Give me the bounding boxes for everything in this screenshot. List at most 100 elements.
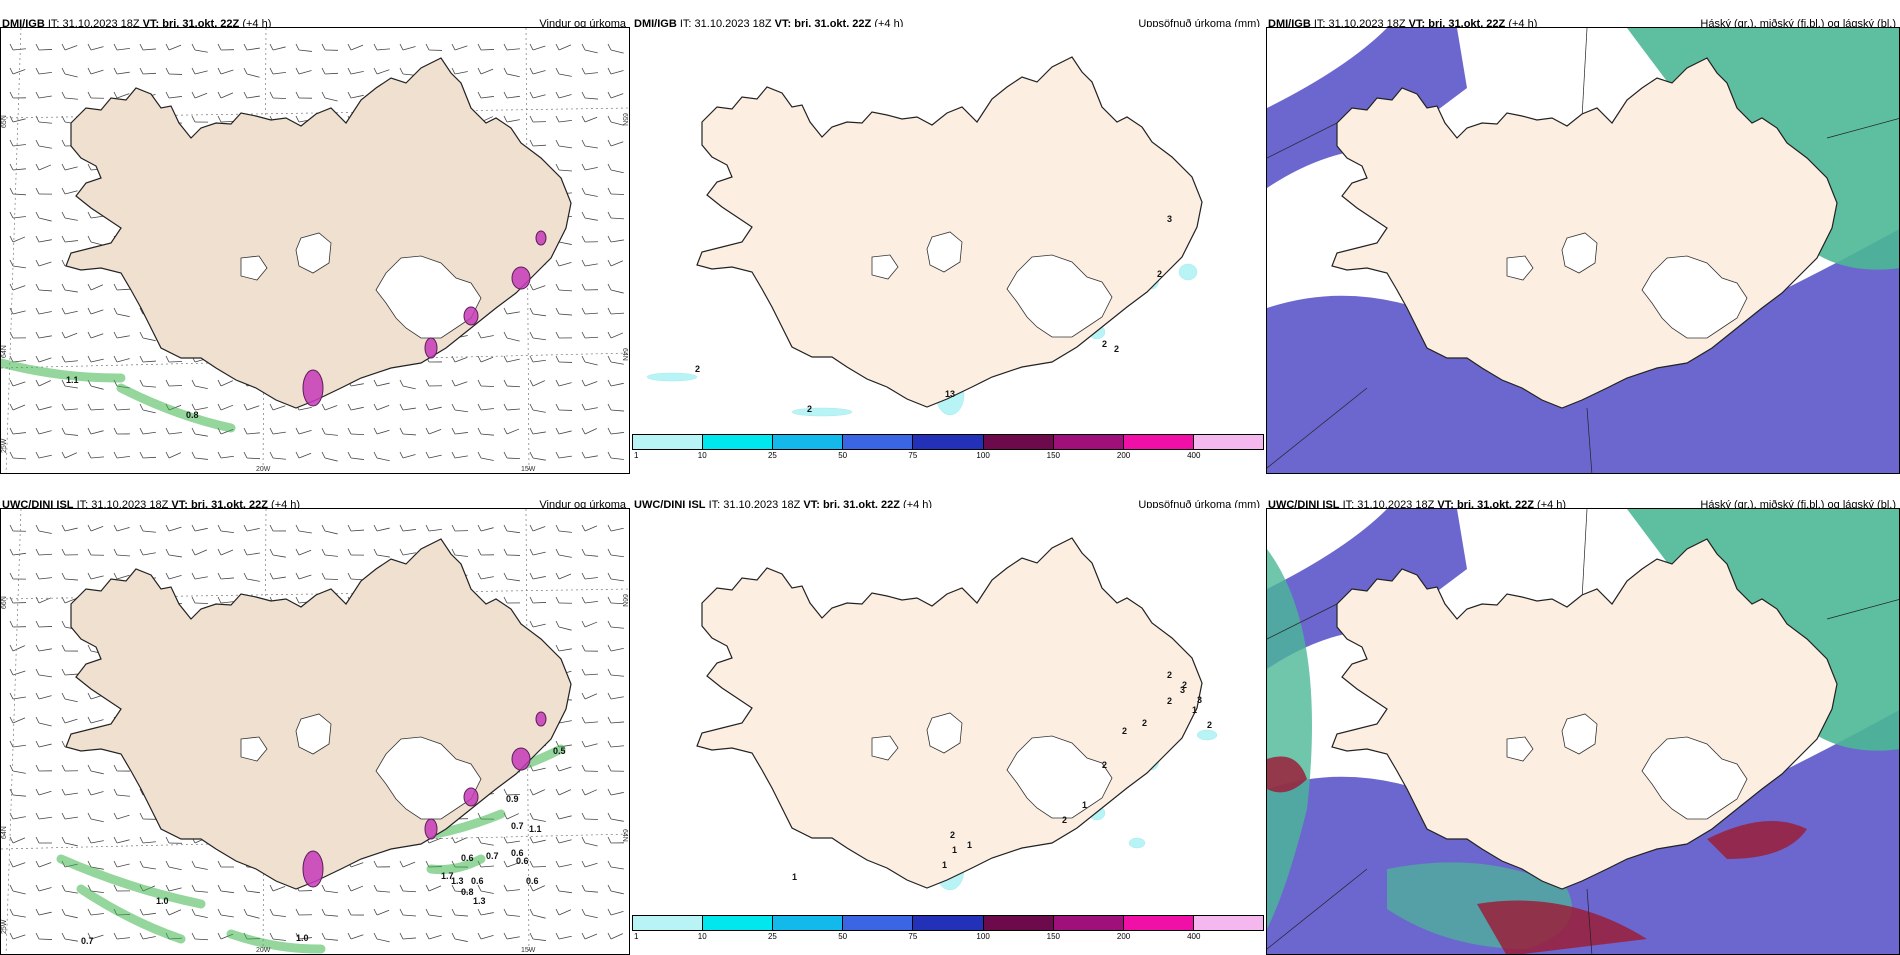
value-label: 0.7 <box>81 936 94 946</box>
value-label: 2 <box>695 364 700 374</box>
map-area <box>1266 27 1900 474</box>
colorbar-swatch <box>913 435 983 449</box>
value-label: 2 <box>1167 696 1172 706</box>
colorbar-tick-label: 25 <box>768 451 777 460</box>
colorbar-swatch <box>633 916 703 930</box>
value-label: 0.6 <box>516 856 529 866</box>
lat-tick-label-right: 66N <box>621 594 628 607</box>
colorbar-swatch <box>843 435 913 449</box>
value-label: 0.6 <box>526 876 539 886</box>
value-label: 1.1 <box>66 375 79 385</box>
colorbar-swatch <box>633 435 703 449</box>
colorbar-tick-label: 200 <box>1117 451 1130 460</box>
iceland-landmass <box>66 58 571 408</box>
colorbar-swatch <box>913 916 983 930</box>
value-label: 1 <box>967 840 972 850</box>
colorbar-tick-label: 150 <box>1047 932 1060 941</box>
lon-tick-label: 15W <box>521 466 536 473</box>
value-label: 2 <box>1062 815 1067 825</box>
value-label: 0.9 <box>506 794 519 804</box>
value-label: 1.3 <box>473 896 486 906</box>
colorbar-swatch <box>703 435 773 449</box>
value-label: 0.6 <box>471 876 484 886</box>
colorbar-swatch <box>984 435 1054 449</box>
value-label: 0.8 <box>186 410 199 420</box>
colorbar <box>632 915 1264 931</box>
colorbar-swatch <box>1054 916 1124 930</box>
colorbar-swatch <box>1194 916 1263 930</box>
lat-tick-label: 25W <box>1 919 8 934</box>
lon-tick-label: 20W <box>256 466 271 473</box>
value-label: 1.3 <box>451 876 464 886</box>
colorbar-swatch <box>1124 916 1194 930</box>
value-label: 2 <box>1102 339 1107 349</box>
colorbar-swatch <box>1054 435 1124 449</box>
value-label: 2 <box>950 830 955 840</box>
colorbar-tick-label: 75 <box>908 451 917 460</box>
value-label: 1 <box>1082 800 1087 810</box>
lon-tick-label: 20W <box>256 947 271 954</box>
colorbar-tick-label: 400 <box>1187 932 1200 941</box>
iceland-landmass <box>697 57 1202 407</box>
value-label: 1.0 <box>296 933 309 943</box>
value-label: 1 <box>942 860 947 870</box>
value-label: 0.7 <box>511 821 524 831</box>
value-label: 1.1 <box>529 824 542 834</box>
colorbar-swatch <box>1124 435 1194 449</box>
value-label: 2 <box>1102 760 1107 770</box>
value-label: 1.0 <box>156 896 169 906</box>
colorbar-tick-label: 100 <box>976 451 989 460</box>
colorbar-tick-label: 150 <box>1047 451 1060 460</box>
panel-r1-accum: DMI/IGB IT: 31.10.2023 18Z VT: þri. 31.o… <box>632 12 1264 462</box>
colorbar-swatch <box>1194 435 1263 449</box>
lat-tick-label-right: 65N <box>621 113 628 126</box>
value-label: 3 <box>1197 695 1202 705</box>
lat-tick-label: 65N <box>1 115 8 128</box>
lat-tick-label: 66N <box>1 596 8 609</box>
value-label: 13 <box>945 389 955 399</box>
lon-tick-label: 15W <box>521 947 536 954</box>
colorbar-tick-label: 200 <box>1117 932 1130 941</box>
value-label: 2 <box>1207 720 1212 730</box>
value-label: 2 <box>1157 269 1162 279</box>
lat-tick-label: 64N <box>1 826 8 839</box>
colorbar-tick-label: 1 <box>634 451 638 460</box>
colorbar <box>632 434 1264 450</box>
value-label: 2 <box>1167 670 1172 680</box>
value-label: 1 <box>952 845 957 855</box>
colorbar-swatch <box>773 916 843 930</box>
lat-tick-label: 25W <box>1 438 8 453</box>
lat-tick-label-right: 64N <box>621 348 628 361</box>
cloud-map <box>1267 509 1900 955</box>
colorbar-swatch <box>843 916 913 930</box>
panel-r2-wind: UWC/DINI ISL IT: 31.10.2023 18Z VT: þri.… <box>0 493 630 943</box>
value-label: 0.8 <box>461 887 474 897</box>
colorbar-swatch <box>773 435 843 449</box>
value-label: 2 <box>1122 726 1127 736</box>
panel-r2-cloud: UWC/DINI ISL IT: 31.10.2023 18Z VT: þri.… <box>1266 493 1900 943</box>
colorbar-tick-label: 1 <box>634 932 638 941</box>
iceland-landmass <box>66 539 571 889</box>
panel-r2-accum: UWC/DINI ISL IT: 31.10.2023 18Z VT: þri.… <box>632 493 1264 943</box>
value-label: 0.5 <box>553 746 566 756</box>
map-area <box>1266 508 1900 955</box>
colorbar-tick-label: 10 <box>698 451 707 460</box>
value-label: 0.7 <box>486 851 499 861</box>
value-label: 2 <box>807 404 812 414</box>
value-label: 1 <box>792 872 797 882</box>
cloud-map <box>1267 28 1900 474</box>
value-label: 2 <box>1114 344 1119 354</box>
colorbar-tick-label: 100 <box>976 932 989 941</box>
colorbar-tick-label: 400 <box>1187 451 1200 460</box>
value-label: 2 <box>1142 718 1147 728</box>
